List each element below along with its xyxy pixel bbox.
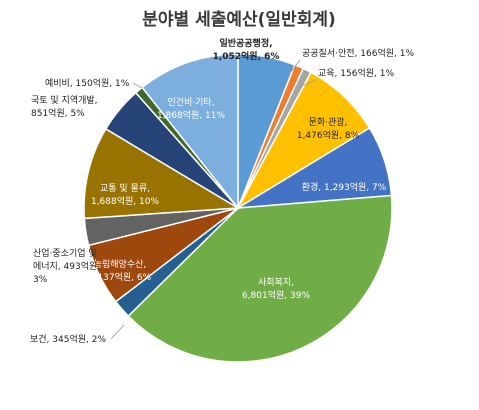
slice-label-10: 국토 및 지역개발, 851억원, 5% xyxy=(31,94,98,119)
slice-label-11: 예비비, 150억원, 1% xyxy=(45,77,130,89)
slice-label-2: 교육, 156억원, 1% xyxy=(318,67,394,79)
slice-9 xyxy=(83,127,241,220)
slice-label-7-line-1: 1,137억원, 6% xyxy=(89,271,152,283)
slice-label-5-line-0: 사회복지, xyxy=(258,277,294,288)
leader-lines xyxy=(110,59,317,340)
slice-label-9: 교통 및 물류, 1,688억원, 10% xyxy=(91,182,159,207)
chart-title: 분야별 세출예산(일반회계) xyxy=(142,10,336,30)
slice-label-5-line-1: 6,801억원, 39% xyxy=(242,289,310,301)
slice-label-0-line-1: 1,052억원, 6% xyxy=(213,50,280,62)
slice-label-8-line-2: 3% xyxy=(33,275,48,285)
leader-line-6 xyxy=(110,324,125,340)
slice-label-8-line-1: 에너지, 493억원, xyxy=(33,260,100,272)
leader-line-1 xyxy=(289,59,301,74)
slice-label-11-line-0: 예비비, 150억원, 1% xyxy=(45,77,130,89)
slice-label-5: 사회복지, 6,801억원, 39% xyxy=(242,277,310,301)
leader-line-11 xyxy=(132,82,143,89)
slice-label-12-line-1: 1,868억원, 11% xyxy=(157,109,225,121)
slice-label-0-line-0: 일반공공행정, xyxy=(219,37,272,49)
slice-label-7-line-0: 농림해양수산, xyxy=(94,258,147,270)
slice-label-10-line-0: 국토 및 지역개발, xyxy=(31,94,98,106)
slice-label-10-line-1: 851억원, 5% xyxy=(31,107,85,119)
slice-labels: 일반공공행정, 1,052억원, 6% 공공질서·안전, 166억원, 1% 교육, … xyxy=(30,37,414,345)
slice-label-12: 인건비·기타, 1,868억원, 11% xyxy=(157,97,225,121)
slice-label-7: 농림해양수산, 1,137억원, 6% xyxy=(89,258,152,283)
slice-label-4-line-0: 환경, 1,293억원, 7% xyxy=(302,181,387,193)
slice-label-1: 공공질서·안전, 166억원, 1% xyxy=(302,47,414,59)
slice-label-6-line-0: 보건, 345억원, 2% xyxy=(30,333,106,345)
slice-label-3: 문화·관광, 1,476억원, 8% xyxy=(297,116,360,141)
pie-slices xyxy=(83,53,393,363)
slice-label-9-line-1: 1,688억원, 10% xyxy=(91,195,159,207)
slice-label-1-line-0: 공공질서·안전, 166억원, 1% xyxy=(302,47,414,59)
slice-label-8: 산업·중소기업 및 에너지, 493억원, 3% xyxy=(33,247,100,285)
slice-12 xyxy=(141,53,239,211)
slice-label-0: 일반공공행정, 1,052억원, 6% xyxy=(213,37,280,62)
slice-label-3-line-0: 문화·관광, xyxy=(309,116,348,128)
slice-label-6: 보건, 345억원, 2% xyxy=(30,333,106,345)
slice-label-8-line-0: 산업·중소기업 및 xyxy=(33,247,97,259)
leader-line-2 xyxy=(300,79,317,87)
slice-label-2-line-0: 교육, 156억원, 1% xyxy=(318,67,394,79)
slice-5 xyxy=(127,194,393,363)
slice-label-12-line-0: 인건비·기타, xyxy=(167,97,214,108)
slice-label-4: 환경, 1,293억원, 7% xyxy=(302,181,387,193)
slice-label-3-line-1: 1,476억원, 8% xyxy=(297,129,360,141)
slice-label-9-line-0: 교통 및 물류, xyxy=(100,182,150,194)
